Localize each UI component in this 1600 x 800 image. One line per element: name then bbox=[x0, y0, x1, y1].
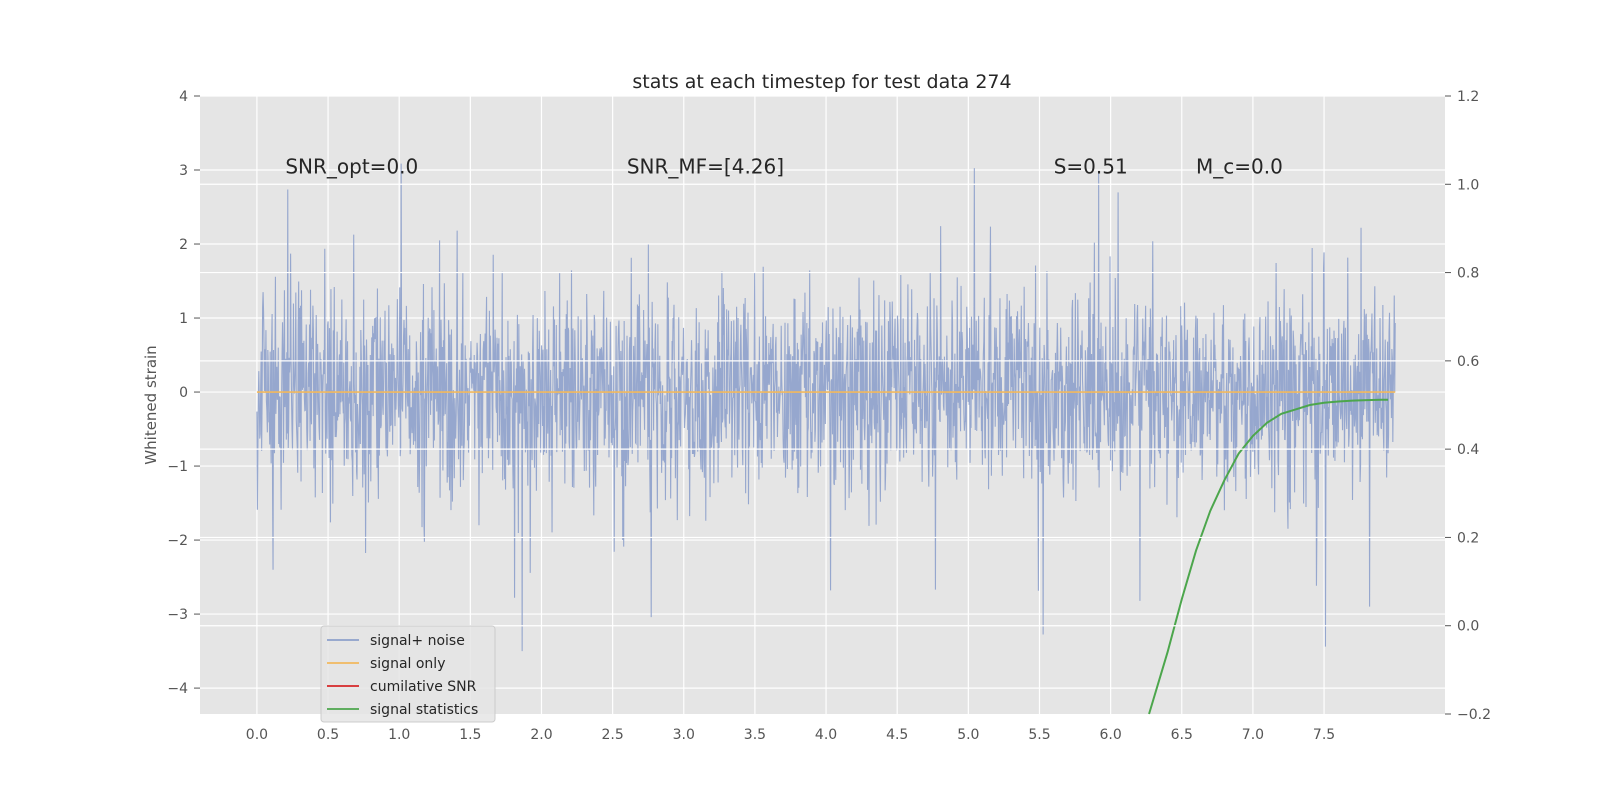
y-ticks: 4 3 2 1 0 −1 −2 −3 −4 bbox=[167, 89, 200, 697]
legend-label: signal+ noise bbox=[370, 633, 465, 649]
x-tick-label: 6.5 bbox=[1171, 727, 1193, 743]
y2-tick-label: 1.2 bbox=[1457, 89, 1479, 105]
series-line-signal-statistics bbox=[1148, 398, 1389, 715]
x-tick-label: 7.5 bbox=[1313, 727, 1335, 743]
y-tick-label: 1 bbox=[179, 311, 188, 327]
y-tick-label: −1 bbox=[167, 459, 188, 475]
legend-label: cumilative SNR bbox=[370, 679, 477, 695]
annotations: SNR_opt=0.0 SNR_MF=[4.26] S=0.51 M_c=0.0 bbox=[285, 155, 1282, 179]
noise-series bbox=[256, 163, 1396, 652]
y-tick-label: −3 bbox=[167, 607, 188, 623]
x-tick-label: 3.5 bbox=[744, 727, 766, 743]
x-tick-label: 5.0 bbox=[957, 727, 979, 743]
x-tick-label: 6.0 bbox=[1099, 727, 1121, 743]
x-tick-label: 5.5 bbox=[1028, 727, 1050, 743]
x-tick-label: 1.5 bbox=[459, 727, 481, 743]
x-tick-label: 2.0 bbox=[530, 727, 552, 743]
x-tick-label: 4.0 bbox=[815, 727, 837, 743]
y-tick-label: 4 bbox=[179, 89, 188, 105]
x-tick-label: 7.0 bbox=[1242, 727, 1264, 743]
y-axis-label: Whitened strain bbox=[142, 345, 160, 464]
series-line-signal-noise bbox=[256, 163, 1396, 652]
annotation-text: S=0.51 bbox=[1054, 155, 1128, 179]
legend-label: signal only bbox=[370, 656, 445, 672]
y-tick-label: 3 bbox=[179, 163, 188, 179]
y-tick-label: 2 bbox=[179, 237, 188, 253]
annotation-text: SNR_opt=0.0 bbox=[285, 155, 418, 179]
legend: signal+ noise signal only cumilative SNR si… bbox=[320, 625, 496, 723]
y2-tick-label: −0.2 bbox=[1457, 707, 1491, 723]
series-lines bbox=[256, 391, 1396, 715]
legend-box bbox=[320, 625, 496, 723]
x-tick-label: 0.0 bbox=[246, 727, 268, 743]
y2-tick-label: 0.2 bbox=[1457, 530, 1479, 546]
x-tick-label: 2.5 bbox=[601, 727, 623, 743]
y2-tick-label: 0.6 bbox=[1457, 354, 1479, 370]
annotation-text: SNR_MF=[4.26] bbox=[627, 155, 784, 179]
x-tick-label: 4.5 bbox=[886, 727, 908, 743]
y-tick-label: 0 bbox=[179, 385, 188, 401]
y-tick-label: −4 bbox=[167, 681, 188, 697]
x-tick-label: 3.0 bbox=[673, 727, 695, 743]
legend-label: signal statistics bbox=[370, 702, 478, 718]
y-tick-label: −2 bbox=[167, 533, 188, 549]
y2-tick-label: 0.8 bbox=[1457, 266, 1479, 282]
x-tick-label: 1.0 bbox=[388, 727, 410, 743]
chart-title: stats at each timestep for test data 274 bbox=[632, 71, 1011, 93]
x-ticks: 0.0 0.5 1.0 1.5 2.0 2.5 3.0 3.5 4.0 4.5 5.0 5.5 6.0 6… bbox=[246, 727, 1335, 743]
annotation-text: M_c=0.0 bbox=[1196, 155, 1283, 179]
y2-tick-label: 1.0 bbox=[1457, 177, 1479, 193]
y2-tick-label: 0.4 bbox=[1457, 442, 1479, 458]
x-tick-label: 0.5 bbox=[317, 727, 339, 743]
y2-ticks: 1.2 1.0 0.8 0.6 0.4 0.2 0.0 −0.2 bbox=[1445, 89, 1491, 723]
y2-tick-label: 0.0 bbox=[1457, 619, 1479, 635]
